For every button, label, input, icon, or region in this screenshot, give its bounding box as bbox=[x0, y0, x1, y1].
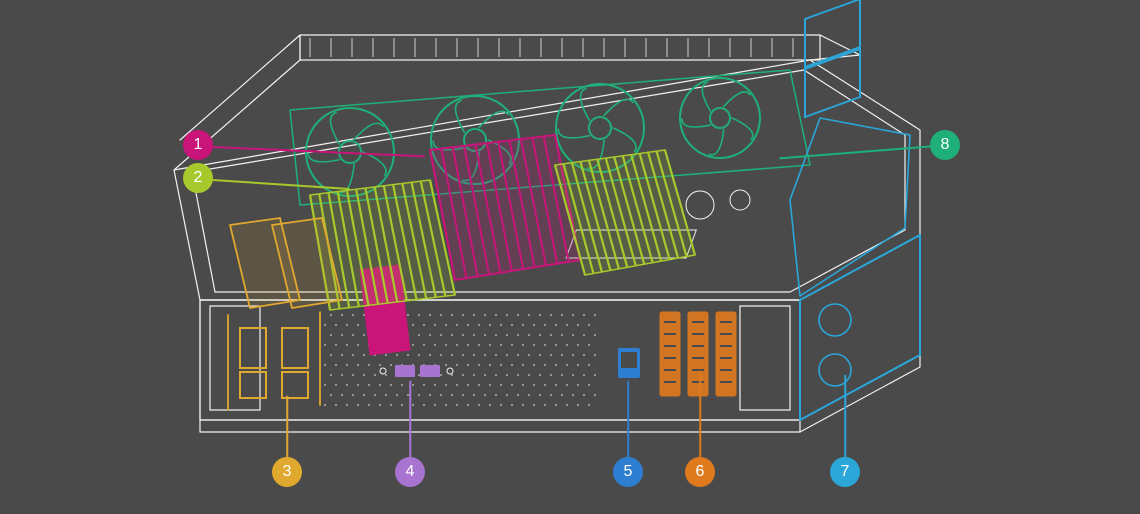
callout-5: 5 bbox=[613, 457, 643, 487]
callout-label: 2 bbox=[194, 169, 203, 187]
callout-label: 5 bbox=[624, 463, 633, 481]
callout-label: 7 bbox=[841, 463, 850, 481]
callout-4: 4 bbox=[395, 457, 425, 487]
leader-line-7 bbox=[844, 375, 846, 458]
callout-label: 8 bbox=[941, 136, 950, 154]
callout-6: 6 bbox=[685, 457, 715, 487]
callout-label: 1 bbox=[194, 136, 203, 154]
leader-line-6 bbox=[699, 371, 701, 458]
callout-label: 3 bbox=[283, 463, 292, 481]
callout-1: 1 bbox=[183, 130, 213, 160]
hardware-diagram-svg bbox=[0, 0, 1140, 514]
leader-line-5 bbox=[627, 381, 629, 458]
callout-2: 2 bbox=[183, 163, 213, 193]
callout-7: 7 bbox=[830, 457, 860, 487]
leader-line-3 bbox=[286, 396, 288, 458]
diagram-stage: 1 2 3 4 5 6 7 8 bbox=[0, 0, 1140, 514]
callout-3: 3 bbox=[272, 457, 302, 487]
leader-line-4 bbox=[409, 381, 411, 458]
callout-label: 6 bbox=[696, 463, 705, 481]
callout-label: 4 bbox=[406, 463, 415, 481]
callout-8: 8 bbox=[930, 130, 960, 160]
